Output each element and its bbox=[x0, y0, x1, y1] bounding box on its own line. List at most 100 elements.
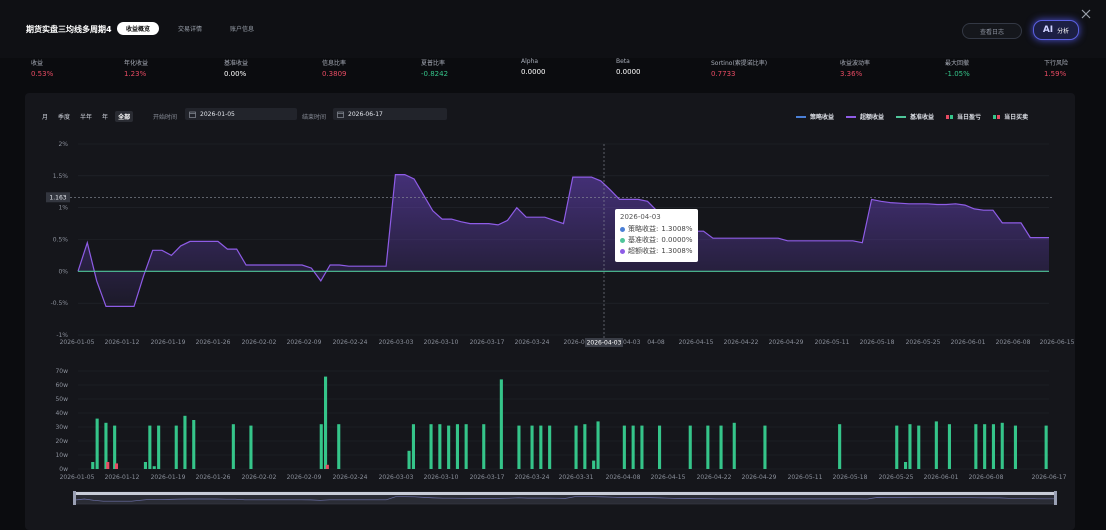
metric-item: Sortino(索提诺比率) 0.7733 bbox=[711, 58, 767, 78]
x-tick-label: 2026-03-10 bbox=[424, 474, 459, 481]
legend-strategy[interactable]: 策略收益 bbox=[796, 112, 834, 121]
range-selector: 月 季度 半年 年全部 bbox=[39, 111, 134, 122]
x-tick-label: 2026-06-15 bbox=[1040, 339, 1075, 346]
metric-label: Sortino(索提诺比率) bbox=[711, 60, 768, 67]
ai-analysis-button[interactable]: AI 分析 bbox=[1033, 20, 1079, 40]
x-tick-label: 2026-03-10 bbox=[424, 339, 459, 346]
x-tick-label: 2026-03-24 bbox=[515, 339, 550, 346]
legend-label: 超额收益 bbox=[860, 114, 885, 121]
legend-daily-pnl[interactable]: 当日盈亏 bbox=[946, 112, 981, 121]
tooltip-row-benchmark: 基准收益: 0.0000% bbox=[620, 235, 693, 245]
daily-pnl-bar bbox=[1044, 425, 1048, 469]
modal-header: 期货实盘三均线多周期4 收益概览 交易详情 账户信息 查看日志 AI 分析 bbox=[0, 0, 1106, 58]
x-tick-label: 2026-03-24 bbox=[515, 474, 550, 481]
legend-label: 当日买卖 bbox=[1004, 114, 1029, 121]
daily-pnl-bar bbox=[429, 424, 433, 469]
x-tick-label: 2026-03-17 bbox=[470, 474, 505, 481]
daily-pnl-bar bbox=[719, 425, 723, 469]
metric-item: 信息比率 0.3809 bbox=[322, 58, 347, 78]
x-tick-label: 2026-01-19 bbox=[151, 339, 186, 346]
header-tabs: 收益概览 交易详情 账户信息 bbox=[117, 22, 263, 35]
metric-item: 年化收益 1.23% bbox=[124, 58, 148, 78]
y-tick-label: 0.5% bbox=[53, 237, 69, 244]
x-tick-label: 2026-01-05 bbox=[60, 474, 95, 481]
daily-pnl-bar bbox=[1013, 425, 1017, 469]
range-slider-handle[interactable] bbox=[73, 491, 76, 505]
range-option[interactable]: 季度 bbox=[58, 114, 71, 121]
daily-pnl-bar bbox=[517, 425, 521, 469]
daily-pnl-bar bbox=[174, 425, 178, 469]
close-icon[interactable] bbox=[1080, 8, 1092, 20]
daily-pnl-bar bbox=[249, 425, 253, 469]
daily-pnl-bar bbox=[152, 466, 156, 469]
metric-label: 下行风险 bbox=[1044, 60, 1069, 67]
x-tick-label: 2026-05-11 bbox=[815, 339, 850, 346]
y-tick-label: 0% bbox=[58, 268, 68, 275]
metric-item: 收益波动率 3.36% bbox=[840, 58, 870, 78]
range-option[interactable]: 年 bbox=[102, 114, 109, 121]
legend-label: 当日盈亏 bbox=[957, 114, 982, 121]
start-date-input[interactable]: 2026-01-05 bbox=[185, 108, 297, 120]
daily-pnl-bar bbox=[908, 424, 912, 469]
metric-label: 收益 bbox=[31, 60, 44, 67]
range-option[interactable]: 月 bbox=[42, 114, 49, 121]
y-tick-label: 50w bbox=[55, 396, 68, 403]
metric-label: 最大回撤 bbox=[945, 60, 970, 67]
tab-account[interactable]: 账户信息 bbox=[230, 26, 255, 33]
x-tick-label: 2026-01-12 bbox=[105, 474, 140, 481]
metric-item: 基准收益 0.00% bbox=[224, 58, 248, 78]
metric-value: -1.05% bbox=[945, 70, 970, 78]
legend-benchmark[interactable]: 基准收益 bbox=[896, 112, 934, 121]
tooltip-row-strategy: 策略收益: 1.3008% bbox=[620, 224, 693, 234]
x-tick-label: 2026-03-17 bbox=[470, 339, 505, 346]
legend-daily-trades-swatch bbox=[993, 114, 1001, 119]
y-tick-label: 30w bbox=[55, 424, 68, 431]
daily-pnl-bar bbox=[688, 425, 692, 469]
metric-label: Beta bbox=[616, 58, 630, 65]
start-date-label: 开始时间 bbox=[153, 114, 178, 121]
x-tick-label: 2026-06-01 bbox=[951, 339, 986, 346]
metric-value: 3.36% bbox=[840, 70, 863, 78]
range-slider[interactable] bbox=[73, 491, 1057, 505]
x-tick-label: 2026-03 bbox=[563, 339, 588, 346]
daily-pnl-bar bbox=[947, 424, 951, 469]
excess-area bbox=[78, 174, 1049, 307]
view-log-button[interactable]: 查看日志 bbox=[962, 23, 1022, 39]
tooltip-row-excess: 超额收益: 1.3008% bbox=[620, 246, 693, 256]
x-tick-label: 2026-06-01 bbox=[924, 474, 959, 481]
tab-trades[interactable]: 交易详情 bbox=[178, 26, 203, 33]
x-tick-label: 2026-01-26 bbox=[196, 339, 231, 346]
legend-daily-pnl-swatch bbox=[946, 114, 954, 119]
x-tick-label: 2026-05-25 bbox=[906, 339, 941, 346]
metric-value: 0.3809 bbox=[322, 70, 347, 78]
range-option[interactable]: 全部 bbox=[115, 111, 134, 122]
legend-daily-trades[interactable]: 当日买卖 bbox=[993, 112, 1028, 121]
metric-label: 基准收益 bbox=[224, 60, 249, 67]
x-tick-label: 2026-03-31 bbox=[559, 474, 594, 481]
tooltip-date: 2026-04-03 bbox=[620, 213, 661, 221]
metric-value: -0.8242 bbox=[421, 70, 449, 78]
daily-pnl-bar bbox=[895, 425, 899, 469]
tooltip-value: 1.3008% bbox=[661, 225, 693, 233]
y-tick-label: 70w bbox=[55, 368, 68, 375]
daily-pnl-bar bbox=[113, 425, 117, 469]
legend-excess[interactable]: 超额收益 bbox=[846, 112, 884, 121]
end-date-input[interactable]: 2026-06-17 bbox=[333, 108, 447, 120]
daily-pnl-bar bbox=[548, 425, 552, 469]
range-slider-handle[interactable] bbox=[1054, 491, 1057, 505]
daily-pnl-bar bbox=[148, 425, 152, 469]
tab-overview[interactable]: 收益概览 bbox=[117, 22, 160, 35]
range-option[interactable]: 半年 bbox=[80, 114, 93, 121]
daily-pnl-bar bbox=[95, 418, 99, 469]
tooltip-label: 策略收益: bbox=[628, 225, 659, 233]
daily-pnl-bar bbox=[640, 425, 644, 469]
daily-trade-bar bbox=[106, 462, 110, 469]
x-tick-label: 2026-01-05 bbox=[60, 339, 95, 346]
daily-pnl-bar bbox=[706, 425, 710, 469]
x-tick-label: 2026-04-08 bbox=[606, 474, 641, 481]
x-tick-label: 2026-04-29 bbox=[769, 339, 804, 346]
daily-pnl-bar bbox=[583, 424, 587, 469]
x-tick-label: 2026-05-18 bbox=[833, 474, 868, 481]
range-slider-selection bbox=[75, 492, 1056, 495]
